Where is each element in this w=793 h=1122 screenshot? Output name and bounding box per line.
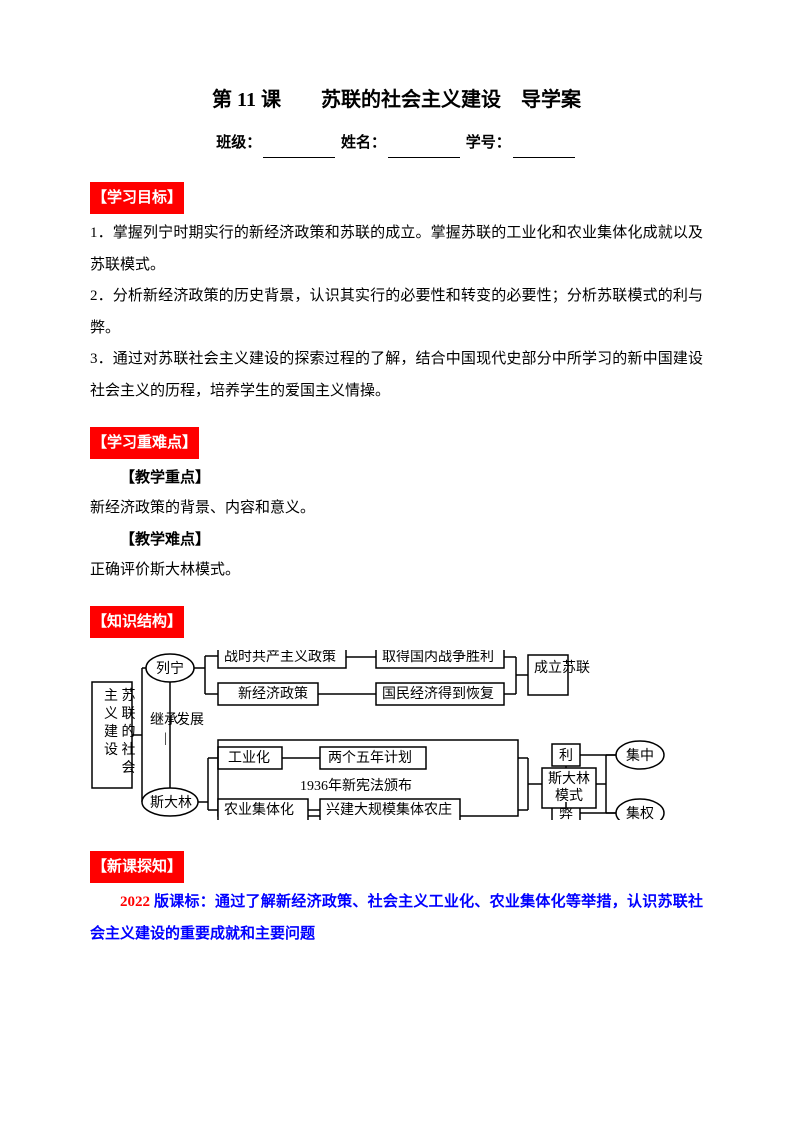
- student-info-line: 班级： 姓名： 学号：: [90, 128, 703, 158]
- name-field[interactable]: [388, 142, 460, 158]
- objective-3: 3．通过对苏联社会主义建设的探索过程的了解，结合中国现代史部分中所学习的新中国建…: [90, 344, 703, 407]
- svg-text:|: |: [164, 731, 167, 746]
- svg-text:建 的: 建 的: [104, 724, 136, 740]
- svg-text:国民经济得到恢复: 国民经济得到恢复: [382, 685, 494, 702]
- svg-text:集中: 集中: [626, 747, 654, 764]
- year-label: 2022: [120, 894, 150, 910]
- lesson-title: 第 11 课 苏联的社会主义建设 导学案: [90, 80, 703, 120]
- svg-text:继承: 继承: [150, 712, 178, 728]
- objectives-section: 【学习目标】 1．掌握列宁时期实行的新经济政策和苏联的成立。掌握苏联的工业化和农…: [90, 182, 703, 407]
- svg-text:义 联: 义 联: [104, 706, 136, 722]
- knowledge-diagram: 主 苏 义 联 建 的 设 社 会 列宁 斯大林 继承 | 发展 战时共产主义政…: [90, 650, 703, 831]
- id-label: 学号：: [466, 135, 511, 151]
- svg-text:新经济政策: 新经济政策: [238, 685, 308, 702]
- svg-text:设 社: 设 社: [104, 742, 136, 758]
- id-field[interactable]: [513, 142, 575, 158]
- objective-2: 2．分析新经济政策的历史背景，认识其实行的必要性和转变的必要性；分析苏联模式的利…: [90, 281, 703, 344]
- svg-text:工业化: 工业化: [228, 750, 270, 766]
- structure-section: 【知识结构】 主 苏 义 联 建 的 设 社 会 列宁 斯大林 继承 | 发展: [90, 606, 703, 831]
- inquiry-section: 【新课探知】 2022 版课标：通过了解新经济政策、社会主义工业化、农业集体化等…: [90, 851, 703, 950]
- focus-heading: 【教学重点】: [90, 463, 703, 493]
- inquiry-tag: 【新课探知】: [90, 851, 184, 883]
- name-label: 姓名：: [341, 135, 386, 151]
- svg-text:会: 会: [104, 760, 136, 776]
- svg-text:取得国内战争胜利: 取得国内战争胜利: [382, 650, 494, 665]
- objectives-tag: 【学习目标】: [90, 182, 184, 214]
- difficulties-section: 【学习重难点】 【教学重点】 新经济政策的背景、内容和意义。 【教学难点】 正确…: [90, 427, 703, 586]
- svg-text:成立苏联: 成立苏联: [534, 660, 590, 676]
- svg-text:列宁: 列宁: [156, 660, 184, 677]
- svg-text:斯大林: 斯大林: [548, 771, 590, 787]
- difficulty-text: 正确评价斯大林模式。: [90, 555, 703, 587]
- svg-text:农业集体化: 农业集体化: [224, 801, 294, 818]
- difficulty-heading: 【教学难点】: [90, 525, 703, 555]
- course-standard: 2022 版课标：通过了解新经济政策、社会主义工业化、农业集体化等举措，认识苏联…: [90, 887, 703, 950]
- svg-text:利: 利: [559, 748, 573, 764]
- svg-text:两个五年计划: 两个五年计划: [328, 750, 412, 766]
- objective-1: 1．掌握列宁时期实行的新经济政策和苏联的成立。掌握苏联的工业化和农业集体化成就以…: [90, 218, 703, 281]
- svg-text:1936年新宪法颁布: 1936年新宪法颁布: [300, 777, 412, 794]
- svg-text:发展: 发展: [176, 712, 204, 728]
- class-label: 班级：: [216, 135, 261, 151]
- svg-text:斯大林: 斯大林: [150, 795, 192, 811]
- structure-tag: 【知识结构】: [90, 606, 184, 638]
- svg-text:模式: 模式: [555, 788, 583, 804]
- std-prefix: 版课标：: [150, 894, 215, 910]
- class-field[interactable]: [263, 142, 335, 158]
- svg-text:集权: 集权: [626, 805, 654, 820]
- svg-text:战时共产主义政策: 战时共产主义政策: [224, 650, 336, 665]
- difficulties-tag: 【学习重难点】: [90, 427, 199, 459]
- svg-text:兴建大规模集体农庄: 兴建大规模集体农庄: [326, 801, 452, 818]
- focus-text: 新经济政策的背景、内容和意义。: [90, 493, 703, 525]
- svg-text:主 苏: 主 苏: [104, 688, 136, 704]
